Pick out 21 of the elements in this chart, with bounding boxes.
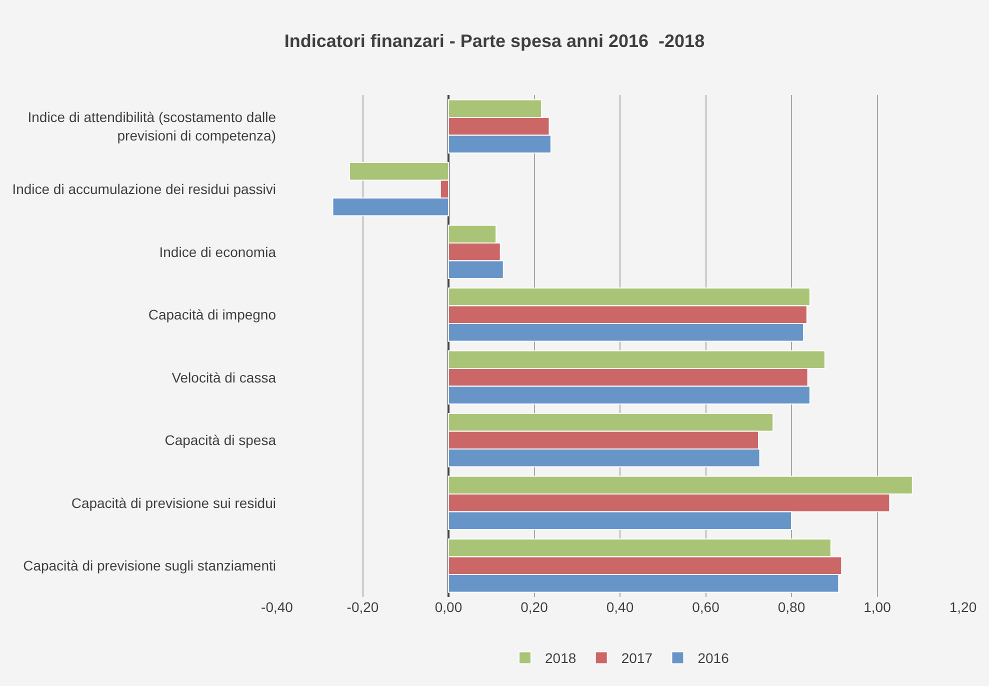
legend-label: 2017	[621, 650, 653, 666]
x-tick-label: 1,00	[864, 599, 892, 615]
y-tick-label: Indice di economia	[159, 244, 276, 260]
x-tick-label: 0,00	[434, 599, 462, 615]
x-tick-label: 0,60	[692, 599, 720, 615]
y-tick-label: Capacità di previsione sugli stanziamenti	[23, 558, 276, 574]
x-tick-label: 0,20	[520, 599, 548, 615]
chart-title: Indicatori finanzari - Parte spesa anni 2016 -2018	[284, 30, 705, 51]
legend-label: 2016	[698, 650, 730, 666]
y-tick-label: Capacità di previsione sui residui	[71, 494, 276, 511]
x-tick-label: 0,80	[778, 599, 806, 615]
y-tick-label: Capacità di impegno	[148, 306, 276, 323]
x-tick-label: 1,20	[949, 599, 977, 615]
x-tick-label: -0,40	[261, 599, 294, 615]
y-tick-label: Capacità di spesa	[164, 432, 276, 448]
legend-label: 2018	[545, 650, 576, 666]
y-tick-label: Indice di accumulazione dei residui passivi	[12, 181, 276, 198]
y-tick-label: Indice di attendibilità (scostamento dalle previsioni di competenza)	[28, 109, 276, 144]
y-tick-label: Velocità di cassa	[172, 369, 276, 386]
x-tick-label: -0,20	[346, 599, 379, 615]
x-tick-label: 0,40	[606, 599, 634, 615]
